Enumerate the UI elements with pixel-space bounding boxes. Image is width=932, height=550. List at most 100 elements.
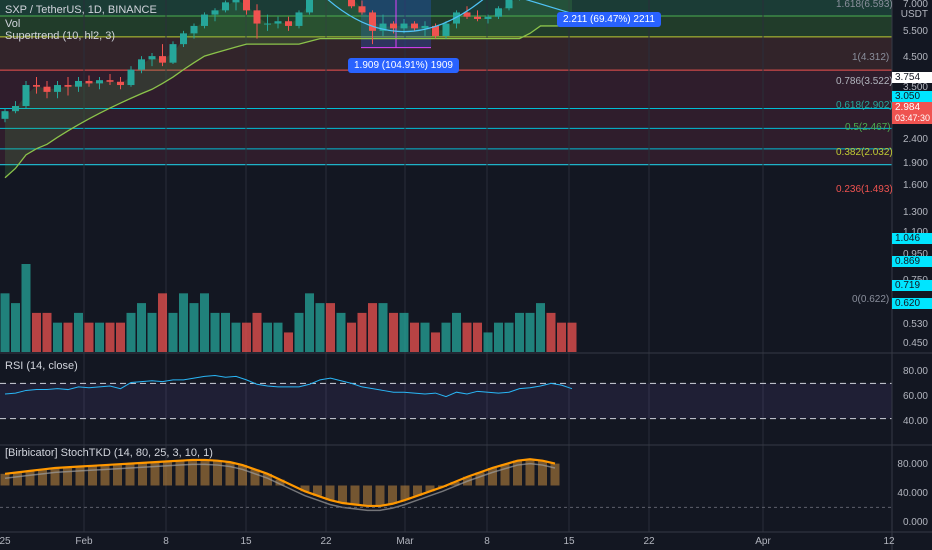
volume-bar — [53, 322, 62, 352]
x-tick: 8 — [484, 536, 490, 547]
stoch-hist — [513, 460, 522, 486]
stoch-hist — [413, 485, 422, 496]
candle-body — [127, 69, 135, 86]
stoch-pane — [0, 458, 892, 512]
candle-body — [285, 21, 292, 26]
fib-label: 0.786(3.522) — [836, 76, 893, 87]
candle-body — [106, 80, 114, 82]
price-tag-level: 0.620 — [892, 298, 932, 309]
volume-bar — [231, 322, 241, 352]
stoch-hist — [250, 469, 260, 486]
stoch-hist — [500, 464, 510, 486]
volume-bar — [263, 322, 272, 352]
candle-body — [306, 0, 313, 13]
volume-bar — [504, 322, 514, 352]
stoch-hist — [113, 464, 122, 486]
legend-supertrend: Supertrend (10, hl2, 3) — [5, 30, 116, 42]
x-tick: 25 — [0, 536, 11, 547]
volume-bar — [273, 322, 283, 352]
volume-bar — [336, 312, 346, 352]
volume-bar — [452, 312, 461, 352]
volume-bar — [494, 322, 503, 352]
fib-label: 0.382(2.032) — [836, 147, 893, 158]
stoch-hist — [163, 461, 172, 486]
legend-stoch: [Birbicator] StochTKD (14, 80, 25, 3, 10… — [5, 447, 213, 459]
candle-body — [54, 85, 61, 92]
volume-bar — [473, 322, 482, 352]
candle-body — [232, 0, 240, 3]
rsi-line — [4, 374, 573, 398]
price-tick: 1.100 — [892, 227, 932, 238]
candle-body — [390, 23, 397, 29]
volume-bar — [252, 312, 262, 352]
volume-bars — [0, 264, 577, 352]
candle-body — [222, 2, 229, 11]
volume-bar — [326, 303, 335, 352]
candle-body — [211, 10, 219, 15]
volume-bar — [294, 312, 304, 352]
candle-body — [1, 111, 9, 119]
stoch-hist — [238, 465, 247, 486]
x-tick: 15 — [563, 536, 575, 547]
stoch-hist — [475, 472, 485, 486]
candle-body — [453, 12, 460, 24]
stoch-hist — [38, 469, 47, 486]
volume-bar — [210, 312, 220, 352]
candle-body — [463, 12, 471, 17]
stoch-hist — [375, 485, 385, 506]
stoch-hist — [538, 460, 547, 486]
candle-body — [138, 59, 145, 70]
price-tag-level: 1.046 — [892, 233, 932, 244]
volume-bar — [189, 303, 199, 352]
candle-body — [411, 23, 418, 29]
stoch-tick: 80.000 — [897, 459, 928, 470]
stoch-hist — [0, 473, 10, 486]
volume-bar — [420, 322, 430, 352]
measure-label-2: 2.211 (69.47%) 2211 — [557, 12, 661, 27]
stoch-hist — [13, 472, 22, 486]
stoch-hist — [175, 460, 185, 486]
price-tick: 3.500 — [902, 82, 928, 93]
volume-bar — [147, 312, 157, 352]
stoch-hist — [350, 485, 360, 505]
stoch-tick: 0.000 — [902, 517, 928, 528]
candle-body — [85, 80, 93, 84]
volume-bar — [74, 312, 83, 352]
stoch-hist — [138, 462, 147, 486]
candle-body — [75, 80, 82, 87]
price-tag-last: 2.984 — [892, 102, 932, 113]
stoch-hist — [325, 485, 335, 501]
stoch-hist — [450, 481, 460, 486]
price-tick: 0.950 — [902, 249, 928, 260]
candle-body — [190, 25, 198, 34]
candle-body — [421, 25, 429, 29]
stoch-hist — [425, 485, 435, 492]
measure-label-1: 1.909 (104.91%) 1909 — [348, 58, 459, 73]
volume-bar — [305, 293, 314, 352]
stoch-hist — [525, 459, 535, 486]
volume-bar — [410, 322, 419, 352]
price-tag-level: 3.050 — [892, 91, 932, 102]
candle-body — [169, 44, 177, 63]
volume-bar — [525, 312, 535, 352]
rsi-tick: 40.00 — [902, 416, 928, 427]
price-tick: 2.400 — [902, 134, 928, 145]
stoch-hist — [75, 466, 85, 486]
candle-body — [12, 106, 19, 112]
candle-body — [43, 86, 51, 92]
volume-bar — [284, 332, 293, 352]
x-tick: Apr — [755, 536, 771, 547]
candle-body — [253, 10, 261, 24]
candle-body — [348, 0, 355, 7]
stoch-hist — [50, 467, 60, 486]
volume-bar — [399, 312, 409, 352]
grid-lines — [83, 0, 764, 532]
stoch-hist — [225, 462, 235, 486]
volume-bar — [389, 312, 398, 352]
candle-body — [33, 85, 40, 87]
volume-bar — [242, 322, 251, 352]
fib-label: 0.236(1.493) — [836, 184, 893, 195]
volume-bar — [431, 332, 440, 352]
supertrend-line — [4, 25, 572, 179]
